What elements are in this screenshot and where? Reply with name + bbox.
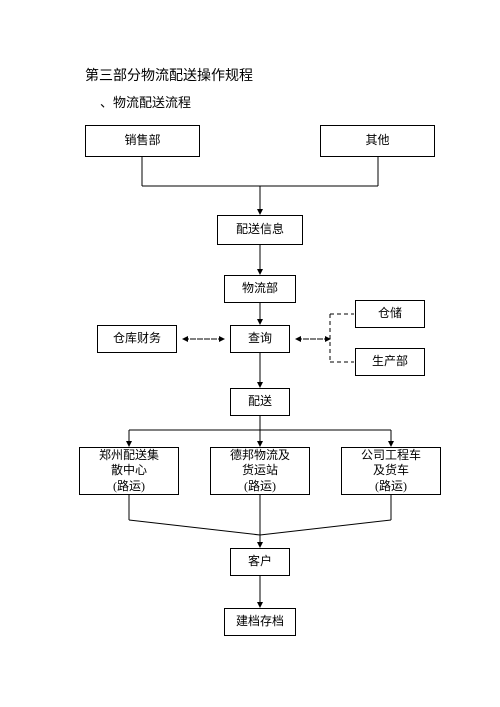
node-query: 查询 bbox=[230, 325, 290, 353]
node-company-truck: 公司工程车及货车(路运) bbox=[341, 447, 441, 495]
node-sales: 销售部 bbox=[85, 125, 200, 157]
node-dispatch-info: 配送信息 bbox=[217, 215, 303, 245]
page-title: 第三部分物流配送操作规程 bbox=[85, 65, 253, 85]
node-customer: 客户 bbox=[230, 548, 290, 576]
flowchart-connectors bbox=[0, 0, 500, 707]
node-zhengzhou: 郑州配送集散中心(路运) bbox=[79, 447, 179, 495]
node-logistics-dept: 物流部 bbox=[224, 275, 296, 303]
node-other: 其他 bbox=[320, 125, 435, 157]
page-subtitle: 、物流配送流程 bbox=[100, 92, 191, 111]
node-debang: 德邦物流及货运站(路运) bbox=[210, 447, 310, 495]
node-dispatch: 配送 bbox=[230, 388, 290, 416]
node-storage: 仓储 bbox=[355, 300, 425, 328]
node-production: 生产部 bbox=[355, 348, 425, 376]
node-warehouse-finance: 仓库财务 bbox=[97, 325, 177, 353]
node-archive: 建档存档 bbox=[224, 608, 296, 636]
